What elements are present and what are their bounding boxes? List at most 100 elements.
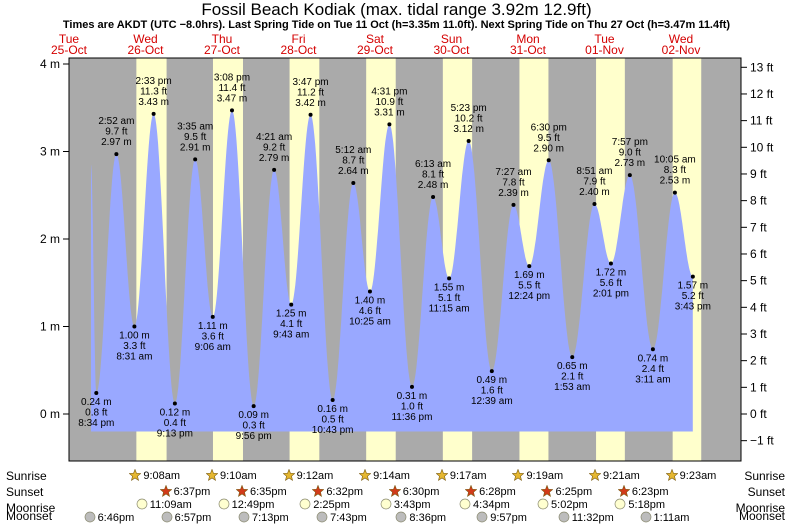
tide-label: 12:39 am — [471, 396, 513, 407]
right-axis-tick-label: 10 ft — [750, 140, 774, 154]
tide-label: 7:57 pm — [612, 137, 648, 148]
astro-time-label: 2:25pm — [313, 499, 350, 511]
tide-label: 3.6 ft — [202, 331, 224, 342]
tide-point — [193, 157, 198, 162]
sun-star-icon — [388, 485, 401, 497]
moonrise-event: 5:02pm — [537, 498, 588, 512]
sun-star-icon — [205, 469, 218, 481]
tide-point — [431, 195, 436, 199]
tide-point — [367, 289, 372, 294]
day-date-label: 27-Oct — [204, 43, 241, 57]
sun-star-icon — [282, 469, 295, 481]
astro-time-label: 6:35pm — [249, 486, 287, 498]
moonset-event: 1:11am — [640, 511, 689, 525]
day-date-label: 29-Oct — [357, 43, 394, 57]
astro-time-label: 11:32pm — [571, 512, 614, 524]
tide-point — [527, 264, 532, 269]
astro-time-label: 6:23pm — [631, 486, 669, 498]
tide-label: 3:43 pm — [675, 302, 711, 313]
moon-icon — [218, 498, 229, 510]
astro-time-label: 9:57pm — [490, 512, 527, 524]
tide-label: 9:43 am — [273, 330, 309, 341]
tide-label: 0.09 m — [238, 410, 269, 421]
sunset-event: 6:37pm — [159, 485, 210, 499]
tide-point — [592, 202, 597, 206]
tide-point — [409, 384, 414, 389]
tide-label: 2.79 m — [259, 153, 290, 164]
tide-point — [489, 369, 494, 374]
moonrise-row-label: Moonrise — [6, 501, 56, 515]
moonset-event: 8:36pm — [395, 511, 446, 525]
tide-label: 4.6 ft — [359, 306, 381, 317]
day-date-label: 31-Oct — [510, 43, 547, 57]
moonset-event: 6:57pm — [161, 511, 211, 525]
tide-label: 3:47 pm — [292, 77, 328, 88]
astro-time-label: 5:18pm — [628, 499, 666, 511]
astro-time-label: 9:19am — [526, 470, 564, 482]
tide-label: 2.48 m — [418, 180, 449, 191]
moon-icon — [316, 511, 328, 523]
moonset-event: 11:32pm — [558, 511, 614, 525]
tide-label: 12:24 pm — [508, 291, 550, 302]
tide-point — [94, 391, 99, 395]
tide-point — [511, 202, 516, 207]
tide-label: 1.55 m — [434, 282, 465, 293]
tide-label: 1.40 m — [355, 296, 386, 307]
tide-label: 1.57 m — [678, 281, 709, 292]
tide-label: 9.5 ft — [184, 132, 206, 143]
tide-label: 1.25 m — [276, 309, 307, 320]
day-name-label: Fri — [292, 32, 306, 46]
page-title: Fossil Beach Kodiak (max. tidal range 3.… — [201, 0, 592, 19]
tide-label: 0.74 m — [638, 353, 669, 364]
tide-label: 2.53 m — [660, 176, 691, 187]
right-axis-tick-label: 4 ft — [750, 300, 767, 314]
astro-time-label: 7:13pm — [252, 512, 289, 524]
tide-label: 9.2 ft — [263, 142, 285, 153]
moon-icon — [558, 511, 570, 523]
tide-point — [132, 324, 137, 329]
moonrise-event: 12:49pm — [218, 498, 274, 512]
tide-curve — [91, 110, 693, 432]
astro-time-label: 9:12am — [296, 470, 334, 482]
tide-label: 1.00 m — [119, 331, 150, 342]
sun-star-icon — [465, 485, 478, 497]
tide-point — [210, 314, 215, 319]
tide-label: 2.73 m — [615, 158, 646, 169]
left-axis-tick-label: 4 m — [40, 57, 60, 71]
moonset-event: 9:57pm — [476, 511, 527, 525]
tide-point — [172, 401, 177, 406]
moonset-row-label-right: Moonset — [738, 509, 785, 523]
tide-label: 2:33 pm — [136, 76, 172, 87]
tide-label: 3:35 am — [177, 121, 213, 132]
right-axis-tick-label: 12 ft — [750, 87, 774, 101]
tide-label: 0.4 ft — [164, 418, 186, 429]
sun-star-icon — [589, 469, 602, 481]
sunrise-row-label: Sunrise — [6, 469, 47, 483]
sun-star-icon — [129, 469, 142, 481]
moon-icon — [84, 511, 95, 523]
astro-time-label: 5:02pm — [551, 499, 588, 511]
right-axis-tick-label: −1 ft — [750, 434, 774, 448]
sun-star-icon — [235, 485, 248, 497]
left-axis-tick-label: 2 m — [40, 232, 60, 246]
astro-time-label: 4:34pm — [473, 499, 510, 511]
tide-label: 3.31 m — [374, 107, 405, 118]
moon-icon — [161, 511, 172, 523]
moon-icon — [299, 498, 311, 510]
right-axis-tick-label: 1 ft — [750, 380, 767, 394]
sunset-row-label-right: Sunset — [747, 485, 785, 499]
tide-label: 2.40 m — [579, 187, 610, 198]
left-axis-tick-label: 1 m — [40, 320, 60, 334]
plot-frame — [68, 57, 742, 462]
day-date-label: 25-Oct — [51, 43, 88, 57]
tide-label: 10:43 pm — [312, 425, 354, 436]
tide-label: 10.2 ft — [455, 114, 483, 125]
tide-label: 8.3 ft — [664, 165, 686, 176]
tide-label: 0.16 m — [317, 404, 348, 415]
sunrise-event: 9:17am — [435, 469, 487, 483]
tide-label: 3.43 m — [138, 97, 169, 108]
moon-icon — [396, 511, 407, 523]
astro-time-label: 6:25pm — [555, 486, 593, 498]
sunrise-event: 9:21am — [589, 469, 640, 483]
